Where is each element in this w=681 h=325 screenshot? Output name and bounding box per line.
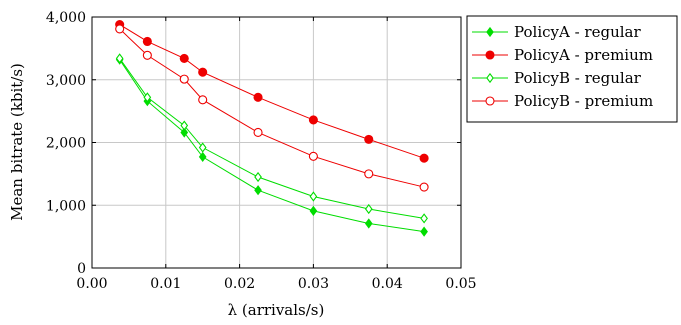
data-point	[308, 151, 318, 161]
data-point	[308, 115, 318, 125]
y-tick-label: 0	[77, 261, 86, 277]
grid	[92, 17, 461, 268]
data-point	[309, 205, 318, 217]
series	[115, 54, 428, 237]
data-point	[254, 185, 262, 196]
data-point	[485, 50, 495, 60]
series-line	[119, 58, 425, 219]
data-point	[364, 134, 374, 144]
data-point	[143, 92, 152, 103]
data-point	[179, 74, 189, 84]
data-point	[486, 26, 494, 38]
data-point	[198, 151, 207, 163]
series-line	[119, 59, 425, 233]
legend-frame	[466, 15, 678, 123]
y-tick-label: 3,000	[46, 73, 86, 89]
x-tick-label: 0.05	[445, 276, 476, 292]
y-tick-label: 1,000	[46, 198, 86, 214]
legend-entry: PolicyA - premium	[472, 46, 653, 64]
legend-entry: PolicyA - regular	[472, 23, 641, 41]
data-point	[198, 142, 207, 153]
series	[115, 19, 429, 163]
data-point	[115, 53, 124, 64]
data-point	[420, 213, 428, 224]
data-point	[364, 203, 373, 215]
series	[115, 53, 428, 224]
legend-label: PolicyA - premium	[514, 46, 653, 64]
data-point	[364, 169, 374, 179]
data-point	[142, 50, 152, 60]
y-axis-label: Mean bitrate (kbit/s)	[8, 63, 26, 221]
data-point	[309, 191, 318, 202]
axis-ticks: 0.00 0.01 0.02 0.03 0.04 0.05 0 1,000 2,000 3,000…	[46, 10, 477, 292]
data-point	[486, 72, 494, 84]
legend: PolicyA - regular PolicyA - premium Policy…	[466, 15, 678, 123]
data-point	[180, 120, 189, 131]
x-tick-label: 0.03	[298, 276, 329, 292]
series-line	[119, 28, 425, 188]
data-point	[419, 182, 429, 192]
y-tick-label: 2,000	[46, 136, 86, 152]
data-point	[254, 171, 262, 183]
x-axis-label: λ (arrivals/s)	[228, 301, 325, 319]
data-point	[420, 226, 428, 237]
data-point	[253, 127, 263, 138]
data-point	[198, 95, 208, 105]
data-point	[419, 153, 429, 163]
legend-label: PolicyB - premium	[514, 92, 653, 110]
series	[115, 24, 429, 192]
data-point	[364, 218, 373, 229]
series-layer	[115, 19, 429, 237]
legend-entry: PolicyB - regular	[472, 69, 642, 87]
data-point	[142, 36, 152, 47]
x-tick-label: 0.04	[372, 276, 403, 292]
data-point	[485, 96, 495, 106]
legend-entry: PolicyB - premium	[472, 92, 653, 110]
data-point	[198, 67, 208, 77]
x-tick-label: 0.01	[150, 276, 181, 292]
legend-label: PolicyA - regular	[514, 23, 641, 41]
x-tick-label: 0.00	[76, 276, 107, 292]
data-point	[253, 92, 263, 102]
data-point	[115, 24, 125, 34]
data-point	[180, 127, 189, 138]
legend-label: PolicyB - regular	[514, 69, 642, 87]
x-tick-label: 0.02	[224, 276, 255, 292]
y-tick-label: 4,000	[46, 10, 86, 26]
data-point	[179, 53, 189, 63]
series-line	[119, 24, 425, 159]
